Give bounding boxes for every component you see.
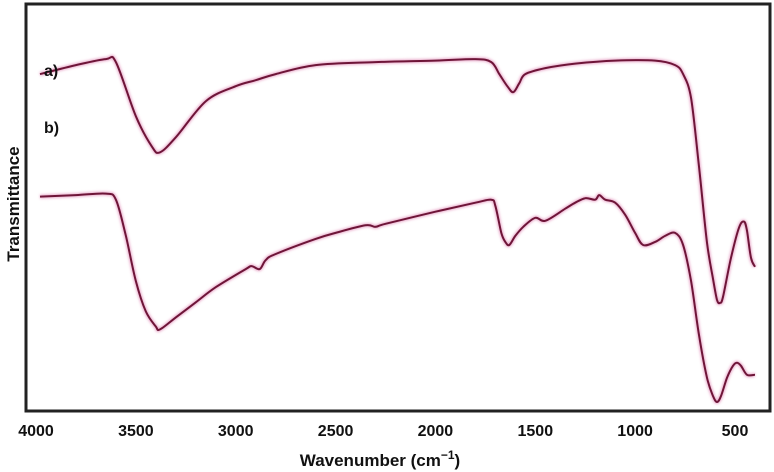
x-tick-label: 3000 [218,423,254,440]
x-tick-label: 2500 [318,423,354,440]
series-label-1: a) [44,63,58,80]
x-axis-title-end: ) [455,451,461,470]
x-tick-labels: 4000 3500 3000 2500 2000 1500 1000 500 [18,423,748,440]
x-tick-label: 3500 [118,423,154,440]
x-axis-title-superscript: −1 [441,448,455,462]
x-tick-label: 500 [722,423,749,440]
y-axis-title: Transmittance [4,146,23,261]
plot-frame [24,2,772,413]
series-glow-2 [39,191,756,405]
series-line-2 [39,192,756,403]
x-axis-title-main: Wavenumber (cm [300,451,441,470]
x-tick-label: 1500 [518,423,554,440]
series-line-1 [39,55,756,305]
x-tick-label: 4000 [18,423,54,440]
series-glow-1 [39,54,757,306]
x-axis-title: Wavenumber (cm−1) [300,448,460,470]
x-tick-label: 1000 [617,423,653,440]
x-tick-label: 2000 [418,423,454,440]
series-label-2: b) [44,120,59,137]
series-layer [39,54,757,405]
series-labels: a) b) [44,63,59,137]
